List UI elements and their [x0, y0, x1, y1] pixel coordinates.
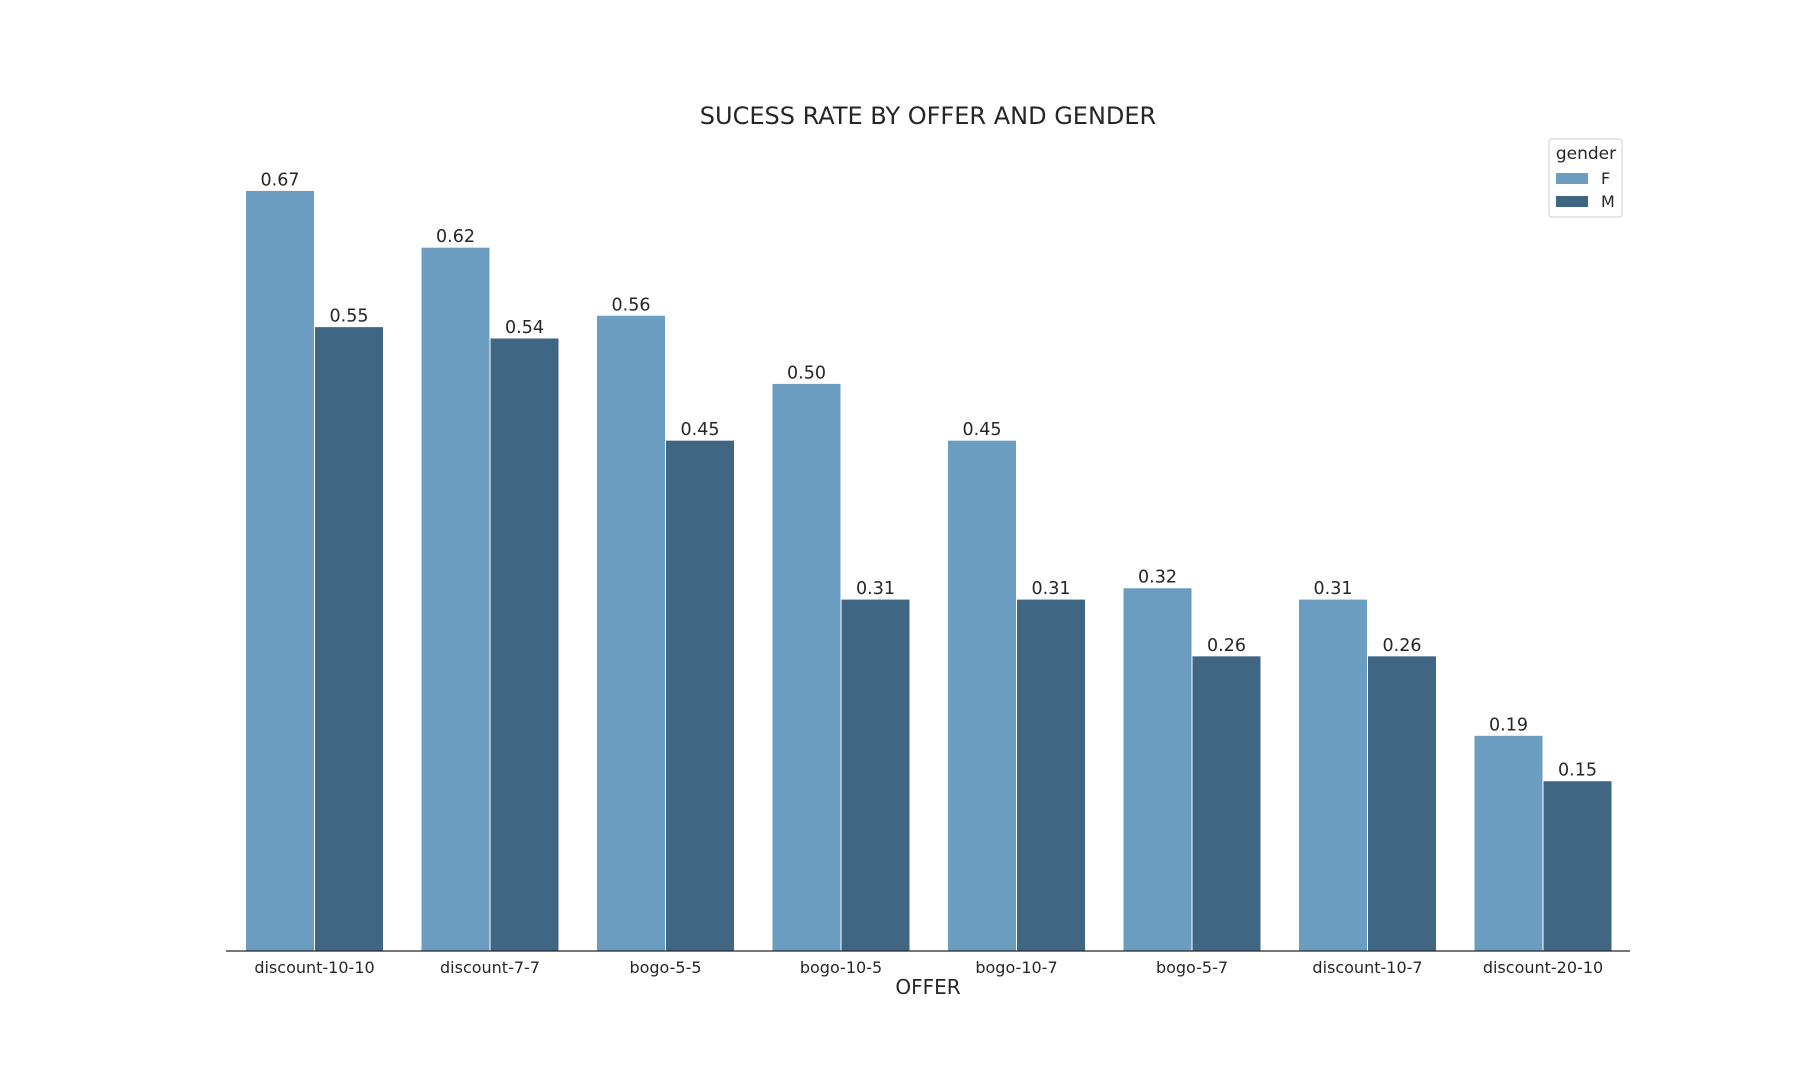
x-axis-label: OFFER — [895, 975, 960, 999]
x-tick-label-discount-7-7: discount-7-7 — [440, 958, 540, 977]
legend-label-f: F — [1601, 169, 1610, 188]
value-label-discount-7-7-f: 0.62 — [436, 227, 475, 247]
value-label-bogo-5-5-f: 0.56 — [612, 295, 651, 315]
value-label-discount-10-7-m: 0.26 — [1383, 636, 1422, 656]
value-label-discount-10-10-f: 0.67 — [261, 170, 300, 190]
bar-discount-20-10-m — [1542, 780, 1613, 952]
x-tick-labels: discount-10-10 discount-7-7 bogo-5-5 bogo-1… — [254, 958, 1603, 977]
chart-title: SUCESS RATE BY OFFER AND GENDER — [700, 102, 1156, 130]
bar-bogo-10-5-f — [771, 382, 842, 952]
x-tick-label-discount-10-10: discount-10-10 — [254, 958, 374, 977]
bar-bogo-5-7-m — [1191, 655, 1262, 952]
bar-bogo-10-7-m — [1016, 598, 1086, 952]
legend-swatch-f — [1556, 173, 1588, 184]
x-tick-label-bogo-10-5: bogo-10-5 — [800, 958, 882, 977]
bar-discount-20-10-f — [1473, 734, 1544, 952]
value-label-discount-20-10-f: 0.19 — [1489, 715, 1528, 735]
value-label-bogo-5-7-m: 0.26 — [1207, 636, 1246, 656]
value-labels-group: 0.67 0.55 0.62 0.54 0.56 0.45 0.50 0.31 0.45 0.31… — [261, 170, 1597, 780]
legend-swatch-m — [1556, 196, 1588, 207]
value-label-bogo-10-7-f: 0.45 — [963, 420, 1002, 440]
value-label-bogo-5-5-m: 0.45 — [681, 420, 720, 440]
x-tick-label-discount-10-7: discount-10-7 — [1312, 958, 1422, 977]
bar-bogo-10-7-f — [947, 439, 1017, 952]
value-label-discount-7-7-m: 0.54 — [505, 318, 544, 338]
value-label-bogo-10-7-m: 0.31 — [1032, 579, 1071, 599]
legend-title: gender — [1556, 144, 1616, 164]
x-tick-label-discount-20-10: discount-20-10 — [1483, 958, 1603, 977]
value-label-bogo-5-7-f: 0.32 — [1138, 568, 1177, 588]
legend-label-m: M — [1601, 192, 1615, 211]
bar-discount-10-10-f — [245, 189, 315, 952]
bar-discount-10-10-m — [314, 326, 384, 952]
bar-discount-7-7-f — [420, 246, 491, 952]
legend: gender F M — [1548, 138, 1623, 218]
bar-bogo-5-7-f — [1122, 587, 1193, 952]
x-tick-label-bogo-10-7: bogo-10-7 — [975, 958, 1057, 977]
x-tick-label-bogo-5-5: bogo-5-5 — [629, 958, 701, 977]
x-tick-label-bogo-5-7: bogo-5-7 — [1156, 958, 1228, 977]
value-label-discount-10-7-f: 0.31 — [1314, 579, 1353, 599]
bar-bogo-10-5-m — [840, 598, 911, 952]
bars-group — [245, 189, 1613, 952]
value-label-discount-10-10-m: 0.55 — [330, 307, 369, 327]
bar-bogo-5-5-m — [665, 439, 735, 952]
bar-discount-7-7-m — [489, 337, 560, 952]
bar-bogo-5-5-f — [596, 314, 666, 952]
bar-discount-10-7-f — [1298, 598, 1368, 952]
value-label-discount-20-10-m: 0.15 — [1558, 761, 1597, 781]
bar-discount-10-7-m — [1367, 655, 1437, 952]
value-label-bogo-10-5-f: 0.50 — [787, 363, 826, 383]
value-label-bogo-10-5-m: 0.31 — [856, 579, 895, 599]
